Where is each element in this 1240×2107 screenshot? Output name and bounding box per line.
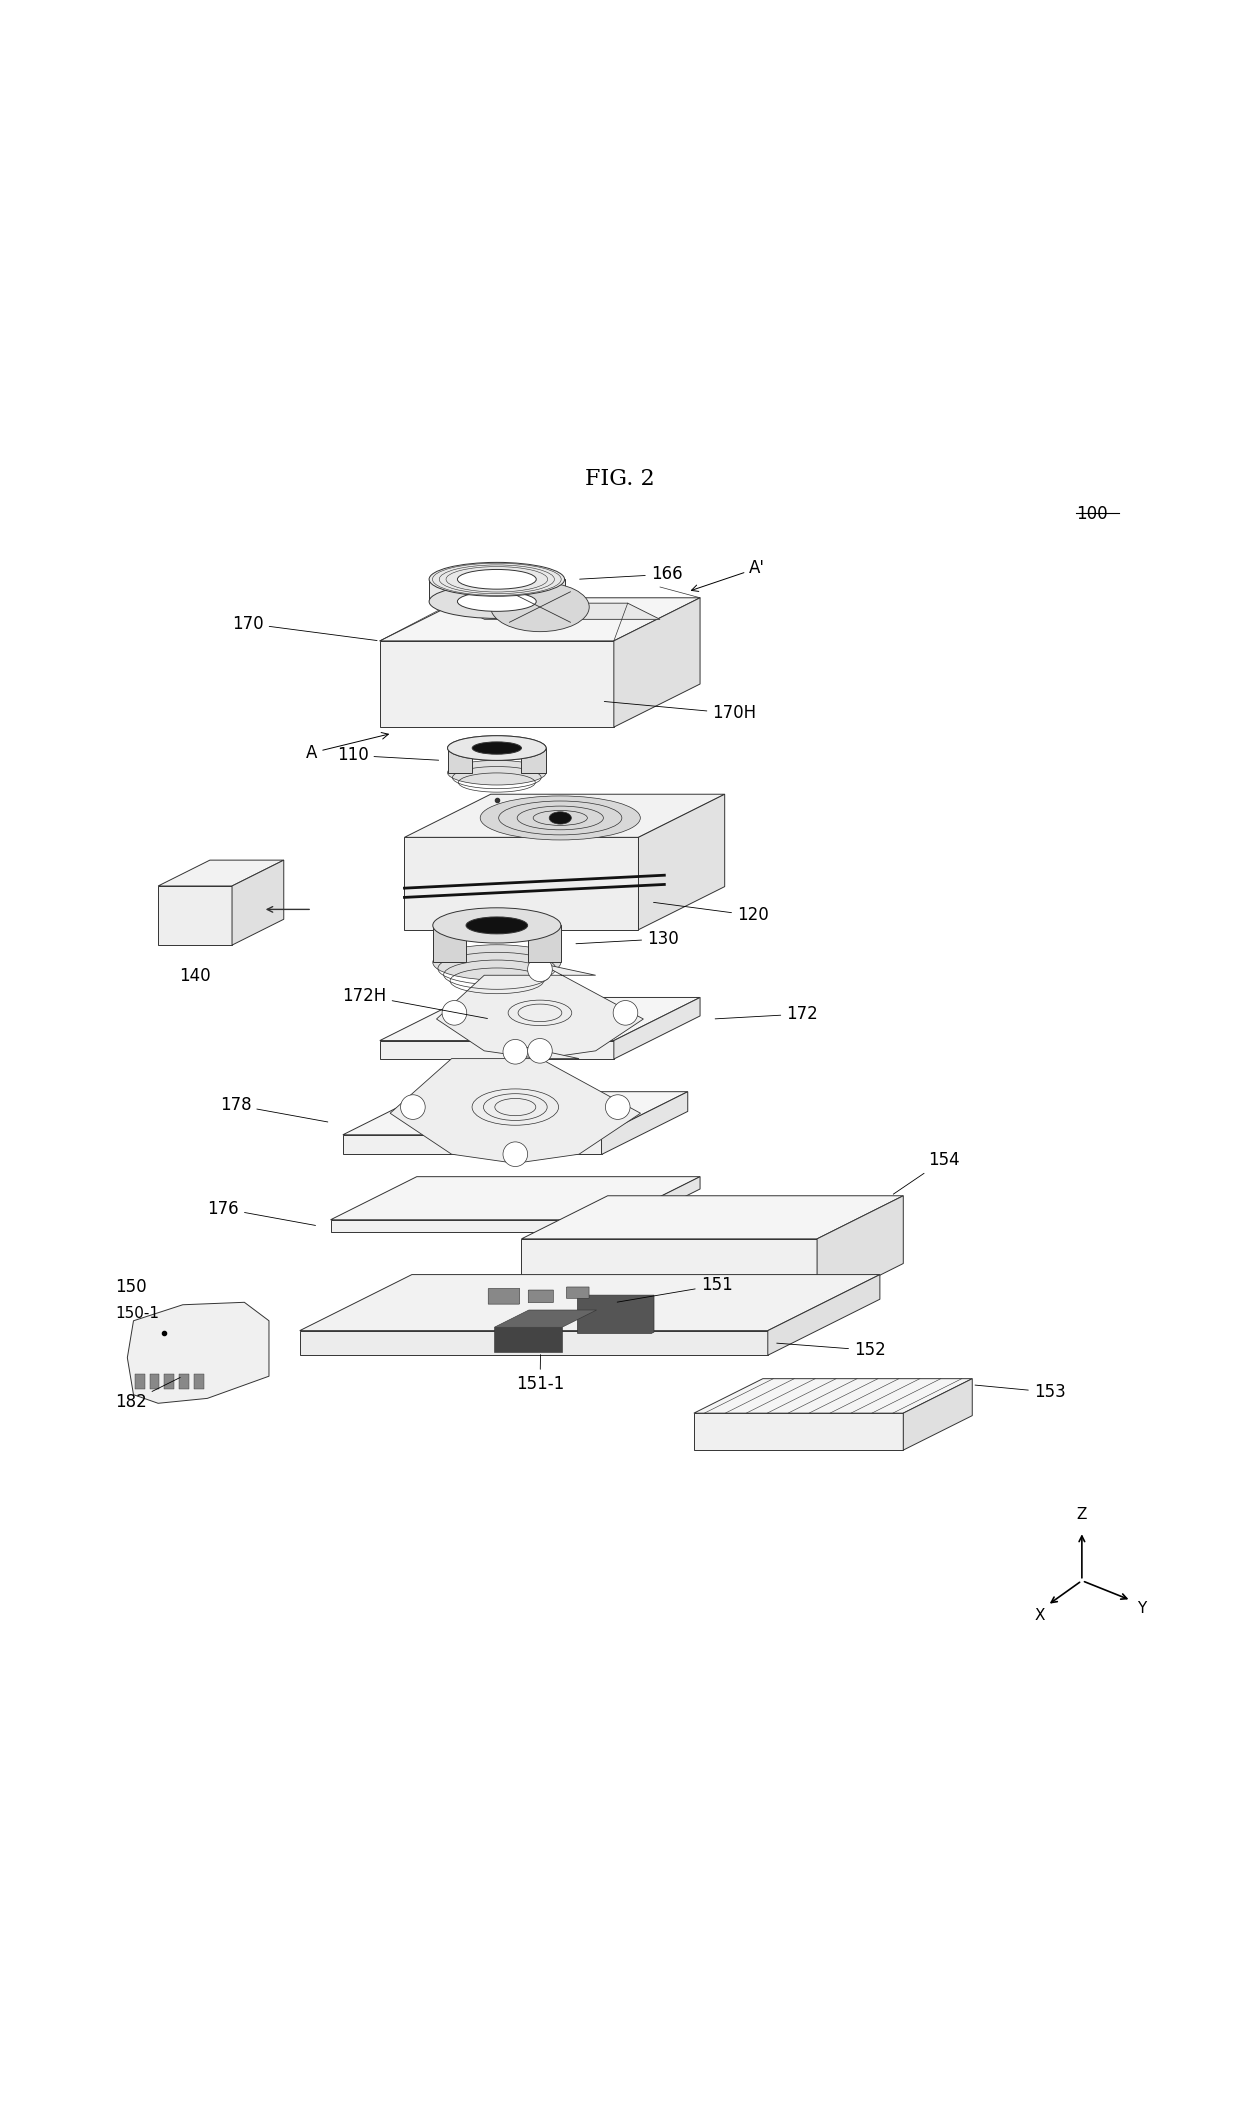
Bar <box>150 1374 160 1389</box>
Polygon shape <box>768 1275 880 1355</box>
Polygon shape <box>694 1414 903 1450</box>
Text: 152: 152 <box>776 1342 885 1359</box>
Text: 150-1: 150-1 <box>115 1306 159 1321</box>
Polygon shape <box>159 860 284 885</box>
Text: FIG. 2: FIG. 2 <box>585 468 655 491</box>
Text: 120: 120 <box>653 902 769 925</box>
Polygon shape <box>379 1041 614 1060</box>
Text: 170: 170 <box>232 615 377 641</box>
Ellipse shape <box>480 796 640 841</box>
Ellipse shape <box>429 563 564 596</box>
Polygon shape <box>601 1091 688 1155</box>
Text: 172H: 172H <box>342 986 487 1018</box>
Text: 170H: 170H <box>604 702 756 723</box>
Bar <box>135 1374 145 1389</box>
Polygon shape <box>495 1327 562 1353</box>
Polygon shape <box>817 1197 903 1306</box>
Polygon shape <box>391 1045 641 1163</box>
Polygon shape <box>379 997 701 1041</box>
Polygon shape <box>567 1287 589 1298</box>
Ellipse shape <box>458 569 536 590</box>
Text: 154: 154 <box>893 1150 960 1195</box>
Text: 110: 110 <box>337 746 439 765</box>
Ellipse shape <box>549 811 572 824</box>
Ellipse shape <box>491 582 589 632</box>
Text: 100: 100 <box>1076 506 1107 523</box>
Ellipse shape <box>466 917 528 933</box>
Polygon shape <box>522 1197 903 1239</box>
Polygon shape <box>404 836 639 929</box>
Text: 153: 153 <box>975 1382 1065 1401</box>
Ellipse shape <box>458 592 536 611</box>
Polygon shape <box>379 598 701 641</box>
Circle shape <box>605 1096 630 1119</box>
Polygon shape <box>528 1289 553 1302</box>
Text: 178: 178 <box>219 1096 327 1121</box>
Polygon shape <box>639 794 724 929</box>
Ellipse shape <box>448 735 546 761</box>
Ellipse shape <box>448 735 546 761</box>
Ellipse shape <box>433 908 560 944</box>
Text: 172: 172 <box>715 1005 818 1024</box>
Polygon shape <box>404 794 724 836</box>
Text: 182: 182 <box>115 1378 180 1412</box>
Polygon shape <box>903 1378 972 1450</box>
Polygon shape <box>343 1091 688 1136</box>
Circle shape <box>401 1096 425 1119</box>
Text: X: X <box>1034 1608 1045 1622</box>
Polygon shape <box>300 1275 880 1332</box>
Polygon shape <box>379 641 614 727</box>
Polygon shape <box>489 1287 520 1304</box>
Polygon shape <box>522 748 546 773</box>
Text: 166: 166 <box>579 565 682 584</box>
Circle shape <box>528 1039 552 1064</box>
Polygon shape <box>495 1311 596 1327</box>
Polygon shape <box>128 1302 269 1403</box>
Polygon shape <box>614 997 701 1060</box>
Text: 176: 176 <box>207 1199 315 1226</box>
Polygon shape <box>614 1176 701 1233</box>
Bar <box>164 1374 174 1389</box>
Polygon shape <box>448 748 472 773</box>
Text: 130: 130 <box>575 929 678 948</box>
Polygon shape <box>522 1239 817 1306</box>
Text: 151-1: 151-1 <box>516 1355 564 1393</box>
Polygon shape <box>232 860 284 946</box>
Polygon shape <box>433 925 466 963</box>
Circle shape <box>443 1001 466 1026</box>
Polygon shape <box>614 598 701 727</box>
Text: 151: 151 <box>618 1277 733 1302</box>
Polygon shape <box>528 925 560 963</box>
Ellipse shape <box>448 761 546 786</box>
Polygon shape <box>159 885 232 946</box>
Polygon shape <box>694 1378 972 1414</box>
Polygon shape <box>343 1136 601 1155</box>
Ellipse shape <box>433 944 560 980</box>
Polygon shape <box>331 1220 614 1233</box>
Text: A: A <box>306 733 388 763</box>
Ellipse shape <box>429 584 564 619</box>
Bar <box>179 1374 188 1389</box>
Polygon shape <box>300 1332 768 1355</box>
Polygon shape <box>429 579 458 600</box>
Text: A': A' <box>692 558 765 592</box>
Polygon shape <box>331 1176 701 1220</box>
Text: Y: Y <box>1137 1601 1147 1616</box>
Bar <box>193 1374 203 1389</box>
Text: Z: Z <box>1076 1507 1087 1521</box>
Polygon shape <box>578 1296 653 1334</box>
Polygon shape <box>453 603 660 619</box>
Text: 140: 140 <box>180 967 211 986</box>
Ellipse shape <box>472 742 522 754</box>
Circle shape <box>503 1142 528 1167</box>
Circle shape <box>613 1001 637 1026</box>
Polygon shape <box>536 579 564 600</box>
Circle shape <box>503 1039 528 1064</box>
Circle shape <box>528 957 552 982</box>
Polygon shape <box>436 963 644 1060</box>
Text: 150: 150 <box>115 1279 146 1296</box>
Ellipse shape <box>472 742 522 754</box>
